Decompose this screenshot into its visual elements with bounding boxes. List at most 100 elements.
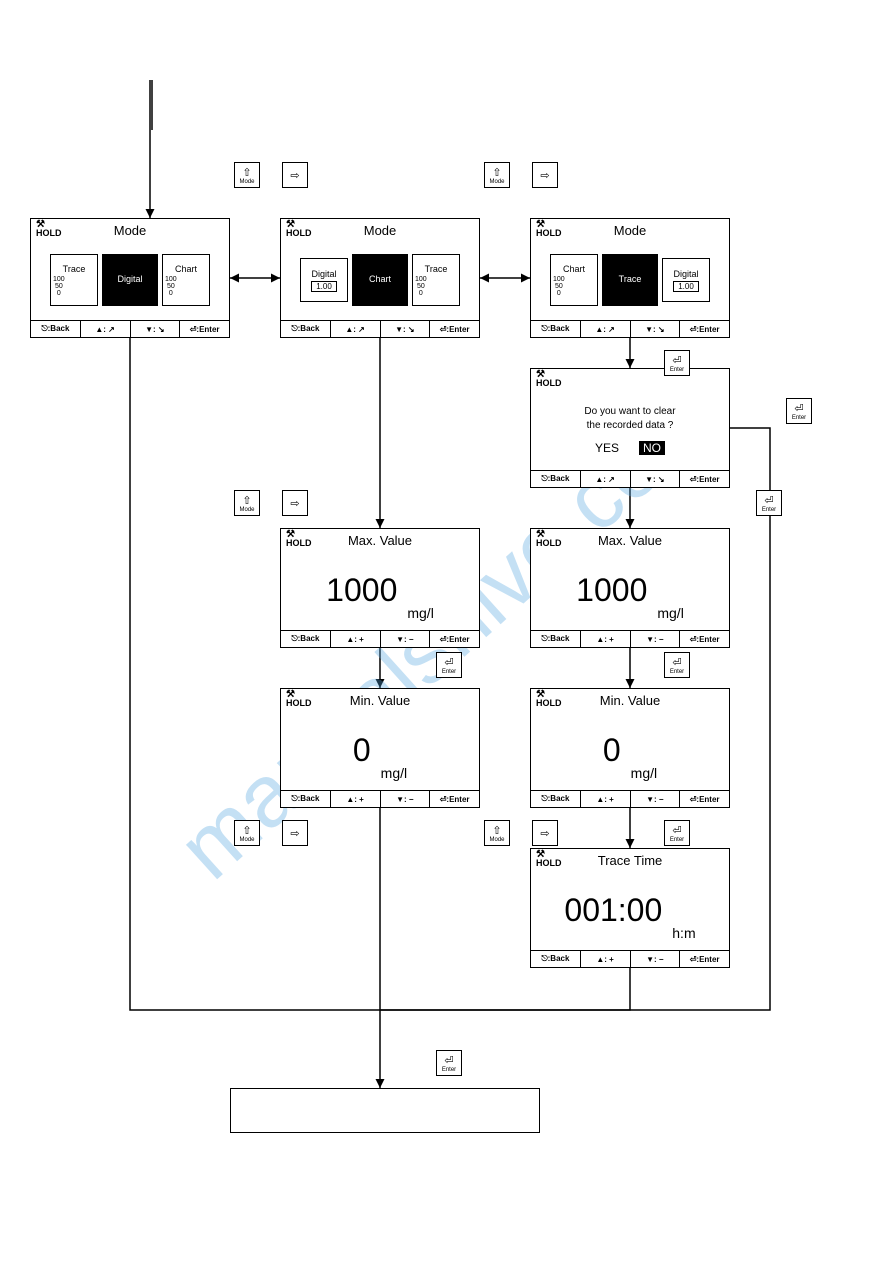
down-button[interactable]: ▼: ↘ xyxy=(631,471,681,487)
max-value-screen: HOLDMax. Value1000mg/l⎋:Back▲: +▼: −⏎:En… xyxy=(280,528,480,648)
min-value-screen: HOLDMin. Value0mg/l⎋:Back▲: +▼: −⏎:Enter xyxy=(280,688,480,808)
enter-key-icon: ⏎Enter xyxy=(786,398,812,424)
chart-thumb-selected: Chart xyxy=(352,254,408,306)
up-button[interactable]: ▲: ↗ xyxy=(581,321,631,337)
hold-label: HOLD xyxy=(536,372,562,388)
unit: h:m xyxy=(672,925,695,947)
enter-button[interactable]: ⏎:Enter xyxy=(180,321,229,337)
diagram-canvas: manualshive.com HOLD Mode Trace 100500 D… xyxy=(0,0,893,1263)
enter-button[interactable]: ⏎:Enter xyxy=(680,471,729,487)
clear-prompt-screen: HOLD Do you want to clear the recorded d… xyxy=(530,368,730,488)
back-button[interactable]: ⎋:Back xyxy=(281,791,331,807)
unit: mg/l xyxy=(407,605,433,627)
screen-title: Mode xyxy=(281,223,479,238)
screen-footer: ⎋:Back ▲: ↗ ▼: ↘ ⏎:Enter xyxy=(531,470,729,487)
mode-key-icon: ⇧Mode xyxy=(484,820,510,846)
plus-button[interactable]: ▲: + xyxy=(331,791,381,807)
enter-button[interactable]: ⏎:Enter xyxy=(430,631,479,647)
plus-button[interactable]: ▲: + xyxy=(581,951,631,967)
screen-title: Min. Value xyxy=(531,693,729,708)
up-button[interactable]: ▲: ↗ xyxy=(581,471,631,487)
minus-button[interactable]: ▼: − xyxy=(381,631,431,647)
screen-title: Max. Value xyxy=(281,533,479,548)
digital-thumb: Digital 1.00 xyxy=(662,258,710,302)
up-button[interactable]: ▲: ↗ xyxy=(331,321,381,337)
right-key-icon: ⇨ xyxy=(532,162,558,188)
up-button[interactable]: ▲: ↗ xyxy=(81,321,131,337)
back-button[interactable]: ⎋:Back xyxy=(531,631,581,647)
value: 001:00 xyxy=(564,892,662,929)
minus-button[interactable]: ▼: − xyxy=(631,631,681,647)
back-button[interactable]: ⎋:Back xyxy=(531,951,581,967)
enter-key-icon: ⏎Enter xyxy=(436,1050,462,1076)
back-button[interactable]: ⎋:Back xyxy=(531,791,581,807)
screen-footer: ⎋:Back ▲: ↗ ▼: ↘ ⏎:Enter xyxy=(281,320,479,337)
screen-title: Mode xyxy=(531,223,729,238)
enter-button[interactable]: ⏎:Enter xyxy=(430,321,479,337)
trace-thumb-selected: Trace xyxy=(602,254,658,306)
value: 1000 xyxy=(326,572,397,609)
mode-key-icon: ⇧Mode xyxy=(234,820,260,846)
right-key-icon: ⇨ xyxy=(282,490,308,516)
enter-key-icon: ⏎Enter xyxy=(664,350,690,376)
enter-button[interactable]: ⏎:Enter xyxy=(680,631,729,647)
unit: mg/l xyxy=(381,765,407,787)
screen-footer: ⎋:Back▲: +▼: −⏎:Enter xyxy=(281,790,479,807)
down-button[interactable]: ▼: ↘ xyxy=(131,321,181,337)
enter-button[interactable]: ⏎:Enter xyxy=(680,791,729,807)
enter-key-icon: ⏎Enter xyxy=(664,652,690,678)
back-button[interactable]: ⎋:Back xyxy=(31,321,81,337)
mode-key-icon: ⇧Mode xyxy=(234,162,260,188)
back-button[interactable]: ⎋:Back xyxy=(281,631,331,647)
minus-button[interactable]: ▼: − xyxy=(381,791,431,807)
chart-thumb: Chart 100500 xyxy=(550,254,598,306)
screen-footer: ⎋:Back ▲: ↗ ▼: ↘ ⏎:Enter xyxy=(31,320,229,337)
enter-button[interactable]: ⏎:Enter xyxy=(680,321,729,337)
screen-footer: ⎋:Back▲: +▼: −⏎:Enter xyxy=(531,790,729,807)
right-key-icon: ⇨ xyxy=(282,162,308,188)
enter-button[interactable]: ⏎:Enter xyxy=(430,791,479,807)
trace-thumb: Trace 100500 xyxy=(412,254,460,306)
right-key-icon: ⇨ xyxy=(282,820,308,846)
no-option-selected[interactable]: NO xyxy=(639,441,665,455)
value: 0 xyxy=(603,732,621,769)
mode-key-icon: ⇧Mode xyxy=(484,162,510,188)
yes-option[interactable]: YES xyxy=(595,441,619,455)
screen-footer: ⎋:Back ▲: ↗ ▼: ↘ ⏎:Enter xyxy=(531,320,729,337)
screen-footer: ⎋:Back▲: +▼: −⏎:Enter xyxy=(281,630,479,647)
screen-title: Max. Value xyxy=(531,533,729,548)
trace-thumb: Trace 100500 xyxy=(50,254,98,306)
plus-button[interactable]: ▲: + xyxy=(331,631,381,647)
down-button[interactable]: ▼: ↘ xyxy=(631,321,681,337)
mode-screen-chart: HOLD Mode Digital 1.00 Chart Trace 10050… xyxy=(280,218,480,338)
chart-thumb: Chart 100500 xyxy=(162,254,210,306)
screen-title: Min. Value xyxy=(281,693,479,708)
enter-button[interactable]: ⏎:Enter xyxy=(680,951,729,967)
max-value-screen: HOLDMax. Value1000mg/l⎋:Back▲: +▼: −⏎:En… xyxy=(530,528,730,648)
unit: mg/l xyxy=(657,605,683,627)
mode-key-icon: ⇧Mode xyxy=(234,490,260,516)
trace-time-screen: HOLDTrace Time001:00h:m⎋:Back▲: +▼: −⏎:E… xyxy=(530,848,730,968)
digital-thumb-selected: Digital xyxy=(102,254,158,306)
enter-key-icon: ⏎Enter xyxy=(756,490,782,516)
plus-button[interactable]: ▲: + xyxy=(581,791,631,807)
digital-thumb: Digital 1.00 xyxy=(300,258,348,302)
screen-title: Mode xyxy=(31,223,229,238)
back-button[interactable]: ⎋:Back xyxy=(531,471,581,487)
plus-button[interactable]: ▲: + xyxy=(581,631,631,647)
back-button[interactable]: ⎋:Back xyxy=(531,321,581,337)
minus-button[interactable]: ▼: − xyxy=(631,951,681,967)
prompt-line: Do you want to clear xyxy=(584,405,675,419)
right-key-icon: ⇨ xyxy=(532,820,558,846)
mode-screen-trace: HOLD Mode Chart 100500 Trace Digital 1.0… xyxy=(530,218,730,338)
min-value-screen: HOLDMin. Value0mg/l⎋:Back▲: +▼: −⏎:Enter xyxy=(530,688,730,808)
final-box xyxy=(230,1088,540,1133)
minus-button[interactable]: ▼: − xyxy=(631,791,681,807)
down-button[interactable]: ▼: ↘ xyxy=(381,321,431,337)
prompt-line: the recorded data ? xyxy=(584,419,675,433)
value: 0 xyxy=(353,732,371,769)
back-button[interactable]: ⎋:Back xyxy=(281,321,331,337)
unit: mg/l xyxy=(631,765,657,787)
screen-title: Trace Time xyxy=(531,853,729,868)
enter-key-icon: ⏎Enter xyxy=(436,652,462,678)
